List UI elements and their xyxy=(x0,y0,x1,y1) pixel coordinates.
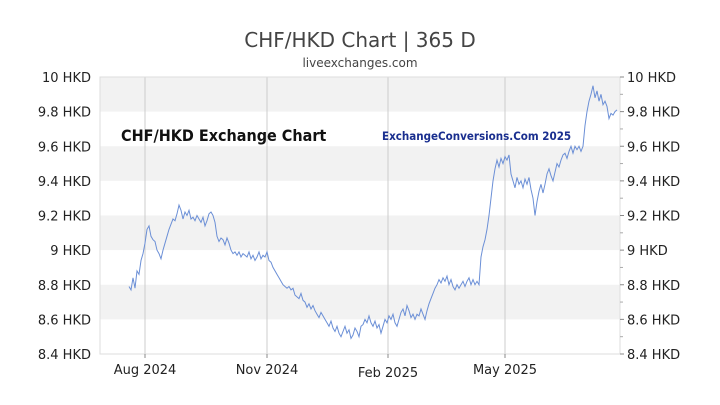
y-tick-label-left: 9.4 HKD xyxy=(38,175,91,190)
x-axis: Aug 2024 Nov 2024 Feb 2025 May 2025 xyxy=(114,354,537,381)
y-tick-label-left: 8.4 HKD xyxy=(38,348,91,363)
background-band xyxy=(100,284,620,320)
y-tick-label-right: 8.8 HKD xyxy=(627,279,680,294)
inner-chart-title: CHF/HKD Exchange Chart xyxy=(121,126,326,145)
y-tick-label-right: 8.6 HKD xyxy=(627,313,680,328)
background-band xyxy=(100,215,620,251)
y-axis-left: 10 HKD 9.8 HKD 9.6 HKD 9.4 HKD 9.2 HKD 9 HKD 8… xyxy=(38,71,91,363)
series-line xyxy=(128,85,618,340)
y-tick-label-left: 8.8 HKD xyxy=(38,279,91,294)
y-tick-label-right: 9.6 HKD xyxy=(627,140,680,155)
watermark-text: ExchangeConversions.Com 2025 xyxy=(382,129,571,143)
x-tick-label: Nov 2024 xyxy=(236,363,299,378)
y-axis-right: 10 HKD 9.8 HKD 9.6 HKD 9.4 HKD 9.2 HKD 9 HKD 8… xyxy=(620,71,680,363)
y-tick-label-right: 9.2 HKD xyxy=(627,210,680,225)
y-tick-label-right: 9 HKD xyxy=(627,244,668,259)
y-tick-label-right: 9.4 HKD xyxy=(627,175,680,190)
x-tick-label: May 2025 xyxy=(473,363,537,378)
y-tick-label-left: 10 HKD xyxy=(42,71,91,86)
chart-subtitle: liveexchanges.com xyxy=(302,56,417,70)
y-tick-label-left: 8.6 HKD xyxy=(38,313,91,328)
chart-title: CHF/HKD Chart | 365 D xyxy=(244,28,476,52)
y-tick-label-left: 9.2 HKD xyxy=(38,210,91,225)
y-tick-label-right: 10 HKD xyxy=(627,71,676,86)
y-tick-label-left: 9 HKD xyxy=(50,244,91,259)
background-band xyxy=(100,77,620,112)
vertical-gridlines xyxy=(144,77,506,354)
y-tick-label-left: 9.6 HKD xyxy=(38,140,91,155)
x-tick-label: Aug 2024 xyxy=(114,363,177,378)
y-tick-label-left: 9.8 HKD xyxy=(38,106,91,121)
background-band xyxy=(100,146,620,181)
background-bands xyxy=(100,77,620,320)
y-tick-label-right: 9.8 HKD xyxy=(627,106,680,121)
y-tick-label-right: 8.4 HKD xyxy=(627,348,680,363)
x-tick-label: Feb 2025 xyxy=(358,366,418,381)
